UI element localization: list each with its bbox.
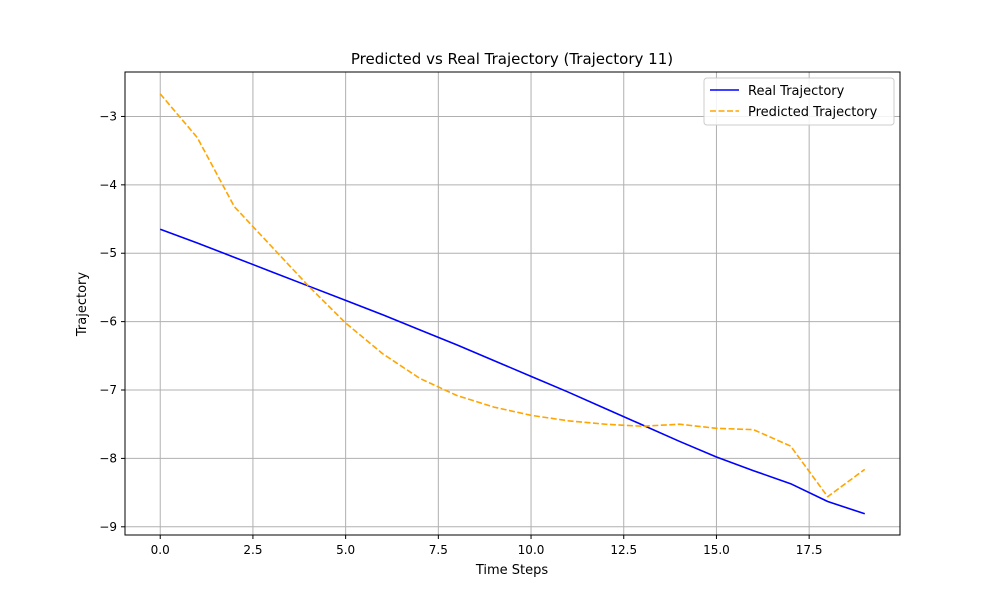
x-axis-label: Time Steps — [475, 563, 549, 578]
legend-label: Predicted Trajectory — [748, 105, 878, 120]
chart-title: Predicted vs Real Trajectory (Trajectory… — [351, 50, 673, 68]
y-tick-label: −5 — [99, 246, 117, 260]
series-layer — [159, 93, 866, 515]
y-tick-label: −9 — [99, 520, 117, 534]
x-tick-label: 10.0 — [518, 543, 545, 557]
series-line-predicted — [159, 93, 866, 498]
y-tick-label: −8 — [99, 451, 117, 465]
legend: Real Trajectory Predicted Trajectory — [703, 77, 895, 126]
legend-box — [703, 77, 895, 126]
x-tick-label: 0.0 — [151, 543, 170, 557]
series-line-real — [159, 228, 866, 515]
y-tick-label: −6 — [99, 315, 117, 329]
x-tick-label: 7.5 — [429, 543, 448, 557]
x-tick-label: 2.5 — [243, 543, 262, 557]
y-tick-label: −7 — [99, 383, 117, 397]
legend-label: Real Trajectory — [748, 84, 845, 99]
x-tick-label: 15.0 — [703, 543, 730, 557]
y-axis-label: Trajectory — [75, 272, 90, 337]
grid — [125, 72, 900, 535]
x-tick-label: 12.5 — [610, 543, 637, 557]
plot-frame — [124, 71, 901, 536]
x-tick-label: 17.5 — [796, 543, 823, 557]
y-tick-label: −3 — [99, 109, 117, 123]
ticks: 0.0 2.5 5.0 7.5 10.0 12.5 15.0 17.5 −3 −4 −5 −6 −7 −8… — [99, 109, 822, 557]
y-tick-label: −4 — [99, 178, 117, 192]
x-tick-label: 5.0 — [336, 543, 355, 557]
